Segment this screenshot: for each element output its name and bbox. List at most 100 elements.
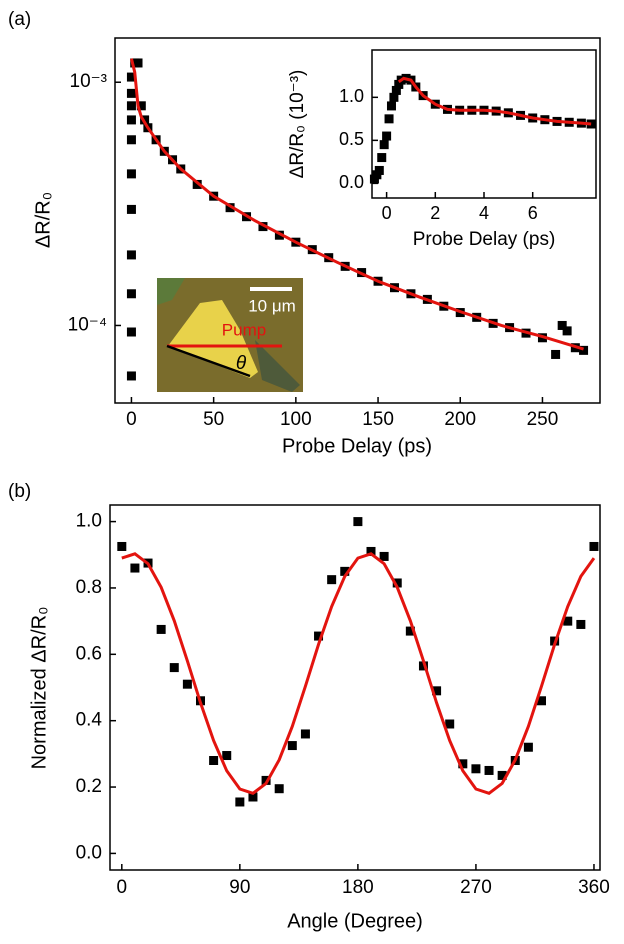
y-axis-label: Normalized ΔR/R₀ <box>28 607 50 770</box>
x-tick-label: 270 <box>460 877 492 898</box>
data-point <box>258 222 268 232</box>
data-point <box>126 169 136 179</box>
data-point <box>563 616 573 626</box>
x-tick-label: 50 <box>203 409 224 430</box>
x-tick-label: 200 <box>444 409 476 430</box>
y-tick-label: 1.0 <box>339 86 364 106</box>
data-point <box>126 72 136 82</box>
data-point <box>126 250 136 260</box>
data-point <box>169 663 179 673</box>
data-point <box>133 58 143 68</box>
fit-line <box>397 76 592 126</box>
data-point <box>557 320 567 330</box>
y-tick-label: 0.4 <box>76 710 103 731</box>
data-point <box>126 101 136 111</box>
x-tick-label: 2 <box>430 203 440 223</box>
y-tick-label: 0.0 <box>339 172 364 192</box>
fit-line <box>121 552 596 796</box>
x-tick-label: 0 <box>126 409 137 430</box>
data-point <box>405 626 415 636</box>
x-tick-label: 100 <box>280 409 312 430</box>
data-point <box>274 784 284 794</box>
data-point <box>551 349 561 359</box>
data-point <box>484 765 494 775</box>
data-point <box>126 327 136 337</box>
data-point <box>384 114 394 124</box>
photo-inset: 10 μm Pump θ <box>157 278 303 392</box>
data-point <box>523 742 533 752</box>
photo-flake <box>168 300 258 378</box>
data-point <box>287 741 297 751</box>
data-point <box>382 131 392 141</box>
data-point <box>589 541 599 551</box>
data-point <box>222 751 232 761</box>
data-point <box>392 578 402 588</box>
data-point <box>248 792 258 802</box>
data-point <box>579 345 589 355</box>
x-tick-label: 180 <box>342 877 374 898</box>
x-tick-label: 0 <box>117 877 128 898</box>
data-point <box>126 88 136 98</box>
data-point <box>209 756 219 765</box>
data-point <box>391 85 401 95</box>
data-point <box>576 619 586 629</box>
data-point <box>458 759 468 769</box>
data-point <box>126 289 136 299</box>
plot: 0 90 180 270 360 0.0 0.2 0.4 0.6 0.8 1.0 Angle (Deg… <box>28 504 610 932</box>
y-tick-label: 0.0 <box>76 842 102 863</box>
y-tick-label: 10⁻³ <box>70 71 108 92</box>
plot-frame <box>371 49 597 199</box>
y-tick-label: 10⁻⁴ <box>68 314 107 335</box>
x-tick-label: 6 <box>528 203 538 223</box>
x-tick-label: 90 <box>229 877 250 898</box>
data-point <box>497 770 507 780</box>
data-point <box>379 140 389 150</box>
data-point <box>235 797 245 807</box>
y-tick-label: 1.0 <box>76 511 102 532</box>
data-point <box>300 729 310 739</box>
data-point <box>386 101 396 111</box>
data-point <box>136 101 146 111</box>
pump-label: Pump <box>222 320 266 339</box>
panel-label: (b) <box>8 481 31 502</box>
x-tick-label: 150 <box>362 409 394 430</box>
data-point <box>126 204 136 214</box>
data-point <box>389 92 399 102</box>
data-point <box>126 135 136 145</box>
x-axis-label: Probe Delay (ps) <box>282 435 432 457</box>
x-axis-label: Probe Delay (ps) <box>413 229 556 250</box>
photo-flake-green <box>157 278 185 305</box>
x-axis-label: Angle (Degree) <box>287 910 423 932</box>
panel-label: (a) <box>8 9 31 30</box>
data-point <box>182 679 192 689</box>
data-point <box>366 546 376 556</box>
data-point <box>314 631 324 641</box>
y-axis-label: ΔR/R₀ (10⁻³) <box>287 70 308 179</box>
data-point <box>130 563 140 573</box>
data-point <box>445 719 455 729</box>
fit-line <box>129 58 584 351</box>
y-tick-label: 0.6 <box>76 643 102 664</box>
data-point <box>126 371 136 381</box>
data-point <box>340 566 350 576</box>
data-point <box>432 686 442 696</box>
data-point <box>117 541 127 551</box>
scale-label: 10 μm <box>248 296 296 315</box>
photo-flake-dark <box>255 340 300 392</box>
data-point <box>327 575 337 585</box>
data-point <box>562 326 572 336</box>
y-tick-label: 0.2 <box>76 776 102 797</box>
data-point <box>379 551 389 561</box>
data-point <box>126 115 136 125</box>
data-point <box>537 696 547 706</box>
plot: 0 2 4 6 0.0 0.5 1.0 Probe Delay (ps) ΔR/R₀ (10⁻³… <box>287 49 597 250</box>
data-point <box>471 764 481 774</box>
x-tick-label: 360 <box>578 877 610 898</box>
x-tick-label: 250 <box>527 409 559 430</box>
data-point <box>156 624 166 634</box>
x-tick-label: 4 <box>479 203 489 223</box>
y-tick-label: 0.5 <box>339 129 364 149</box>
x-tick-label: 0 <box>382 203 392 223</box>
